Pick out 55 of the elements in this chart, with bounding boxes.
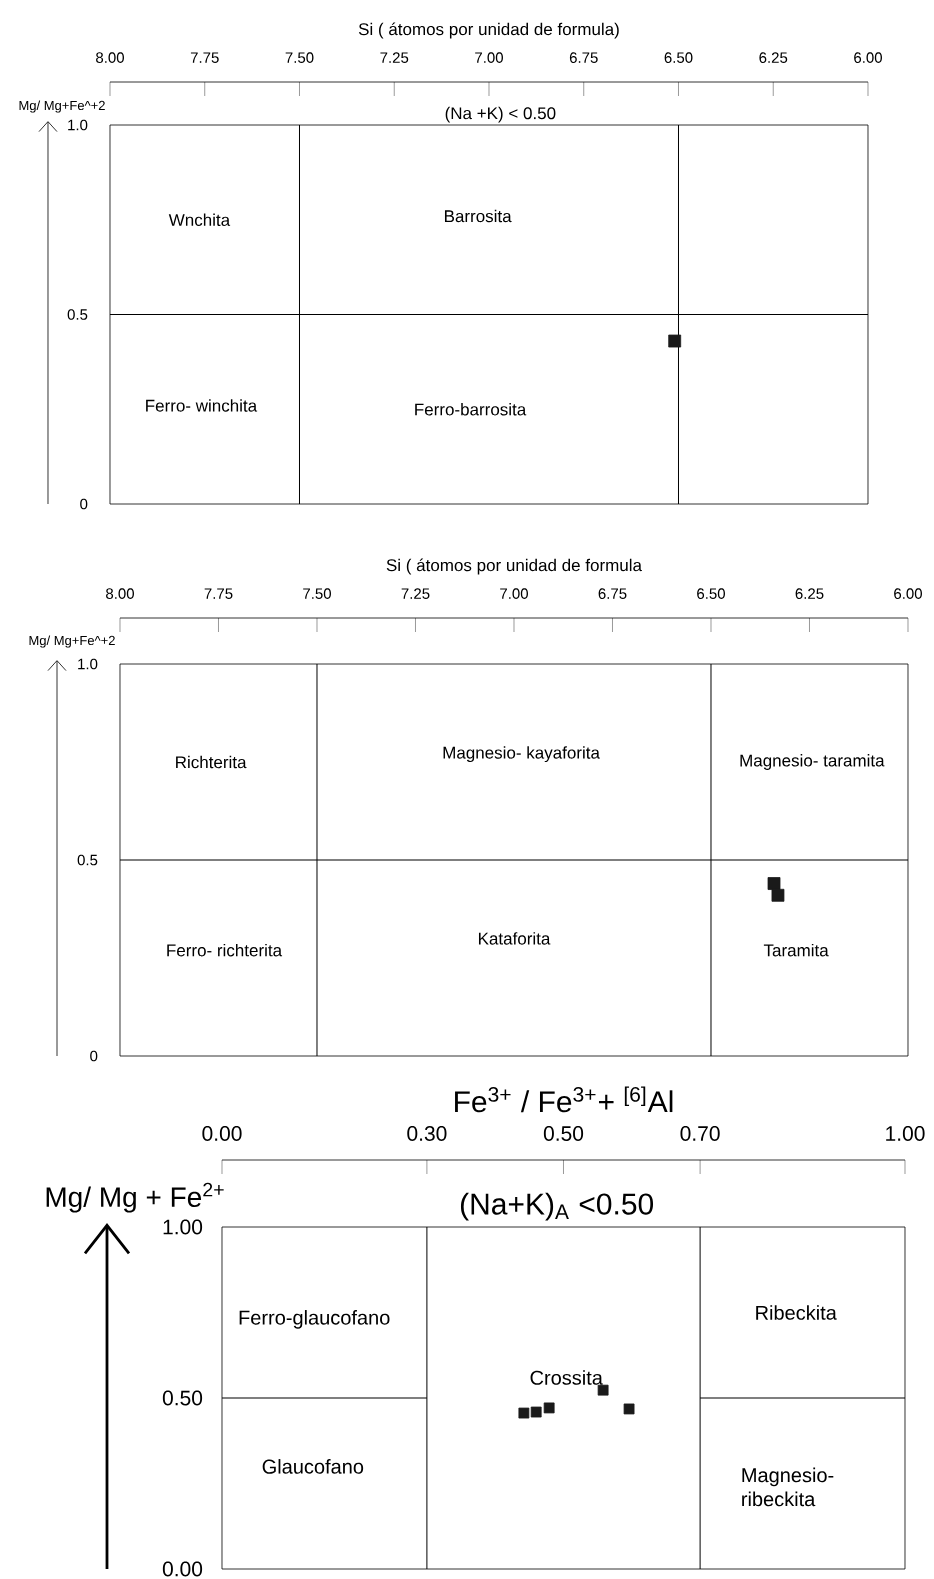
annotation: Barrosita: [444, 209, 512, 223]
x-tick-label: 7.25: [401, 588, 430, 599]
x-axis-title: Si ( átomos por unidad de formula): [358, 22, 619, 39]
y-tick-label: 1.0: [78, 658, 98, 670]
x-tick-label: 7.75: [190, 52, 219, 63]
y-tick-label: 0.50: [162, 1390, 203, 1406]
x-tick-label: 1.00: [886, 1126, 925, 1141]
chart-subtitle: (Na +K) < 0.50: [445, 106, 556, 123]
x-tick-label: 6.50: [664, 52, 693, 63]
chart-subtitle: (Na+K)$_{A}$ <0.50: [460, 1192, 654, 1221]
y-tick-label: 0.5: [77, 854, 98, 866]
x-tick-label: 6.75: [598, 588, 627, 599]
x-tick-label: 7.00: [500, 588, 528, 599]
x-tick-label: 6.25: [759, 52, 788, 63]
annotation: Kataforita: [478, 932, 551, 945]
y-axis-title: Mg/ Mg+Fe^+2: [29, 635, 115, 648]
x-tick-label: 8.00: [96, 52, 124, 63]
y-axis-title: Mg/ Mg+Fe^+2: [19, 100, 105, 113]
x-tick-label: 0.70: [680, 1126, 720, 1141]
x-tick-label: 7.75: [204, 588, 233, 599]
annotation: Magnesio-ribeckita: [742, 1467, 834, 1507]
annotation: Wnchita: [168, 213, 231, 226]
annotation: Ferro-glaucofano: [239, 1310, 390, 1329]
annotation: Ferro-barrosita: [415, 403, 527, 416]
annotation: Glaucofano: [262, 1459, 364, 1474]
y-tick-label: 0.00: [162, 1561, 203, 1577]
annotation: Ferro- winchita: [146, 399, 258, 412]
annotation: Ferro- richterita: [167, 943, 283, 957]
y-tick-label: 1.0: [68, 119, 88, 131]
y-tick-label: 0.5: [67, 309, 88, 320]
x-tick-label: 0.00: [202, 1126, 242, 1141]
annotation: Magnesio- taramita: [740, 754, 885, 770]
x-tick-label: 6.50: [697, 588, 725, 599]
annotation: Richterita: [176, 755, 247, 769]
x-tick-label: 7.50: [303, 588, 331, 599]
x-axis-title: Si ( átomos por unidad de formula: [386, 558, 642, 575]
annotation: Taramita: [763, 943, 829, 957]
y-axis-title: Mg/ Mg + Fe$^{2+}$: [46, 1182, 224, 1213]
y-tick-label: 1.00: [163, 1219, 203, 1235]
x-tick-label: 6.75: [569, 52, 598, 63]
x-tick-label: 7.25: [380, 52, 409, 63]
x-tick-label: 6.25: [795, 588, 824, 599]
x-tick-label: 7.50: [285, 52, 314, 63]
x-axis-title: Fe$^{3+}$ / Fe$^{3+}$+ $^{[6]}$Al: [455, 1086, 673, 1113]
annotation: Crossita: [530, 1370, 603, 1385]
x-tick-label: 6.00: [894, 588, 922, 599]
y-tick-label: 0: [90, 1050, 98, 1062]
annotation: Magnesio- kayaforita: [443, 746, 600, 763]
y-tick-label: 0: [80, 498, 88, 510]
x-tick-label: 7.00: [475, 52, 503, 63]
x-tick-label: 8.00: [106, 588, 134, 599]
x-tick-label: 0.30: [407, 1126, 447, 1141]
annotation: Ribeckita: [756, 1305, 837, 1320]
x-tick-label: 0.50: [543, 1126, 584, 1141]
x-tick-label: 6.00: [854, 52, 882, 63]
